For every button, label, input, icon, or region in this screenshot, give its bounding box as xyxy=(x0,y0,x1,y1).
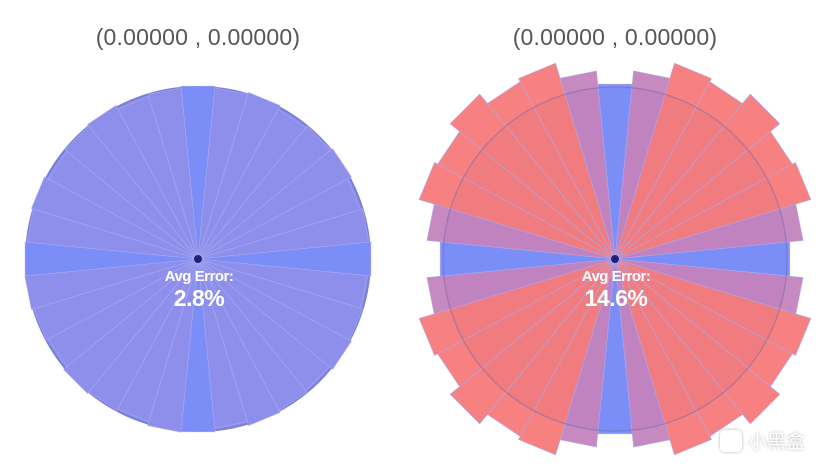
heybox-logo-icon xyxy=(719,429,742,452)
watermark: 小黑盒 xyxy=(719,427,805,454)
center-dot xyxy=(611,255,619,263)
center-dot xyxy=(194,255,202,263)
polar-error-plot-distorted xyxy=(418,62,812,456)
sector-wedge xyxy=(147,87,199,260)
panel-distorted: (0.00000 , 0.00000) Avg Error: 14.6% xyxy=(417,0,817,468)
reference-outline xyxy=(442,86,788,432)
avg-error-label: Avg Error: xyxy=(164,268,234,285)
avg-error-value: 2.8% xyxy=(173,285,225,311)
avg-error-value: 14.6% xyxy=(584,285,648,311)
coordinate-readout: (0.00000 , 0.00000) xyxy=(512,24,718,50)
watermark-text: 小黑盒 xyxy=(747,432,805,453)
avg-error-label: Avg Error: xyxy=(581,268,651,285)
sector-wedge xyxy=(559,70,616,260)
panel-ideal: (0.00000 , 0.00000) Avg Error: 2.8% xyxy=(0,0,400,468)
polar-error-plot-ideal xyxy=(24,85,372,433)
coordinate-readout: (0.00000 , 0.00000) xyxy=(95,24,301,50)
